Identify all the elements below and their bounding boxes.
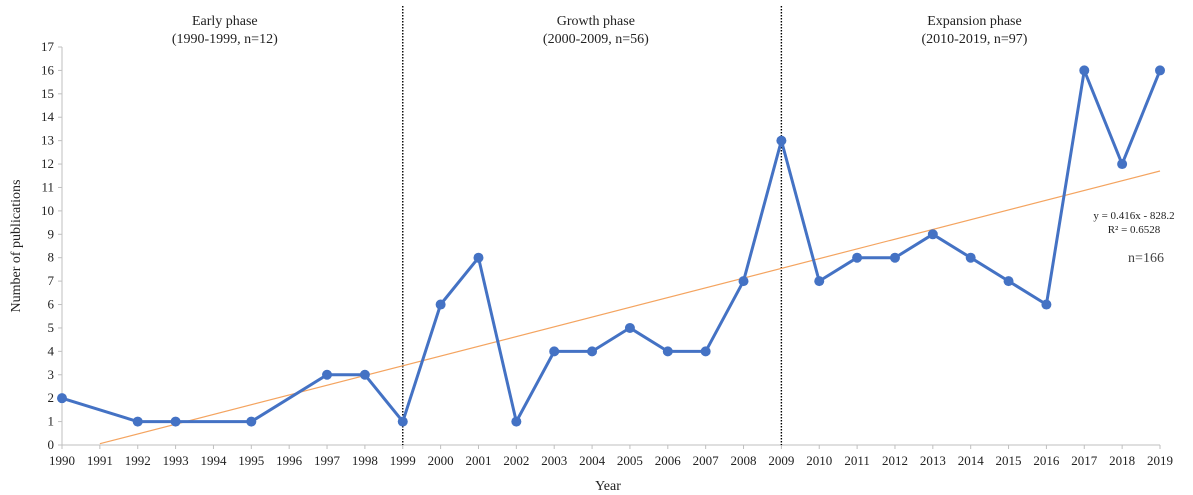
data-point xyxy=(511,416,522,427)
trendline-equation: y = 0.416x - 828.2 xyxy=(1093,210,1174,222)
data-point xyxy=(889,252,900,263)
data-point xyxy=(587,346,598,357)
data-point xyxy=(359,369,370,380)
data-point xyxy=(322,369,333,380)
x-tick-label: 2016 xyxy=(1033,453,1060,468)
x-tick-label: 2017 xyxy=(1071,453,1098,468)
phase-dividers xyxy=(402,6,783,445)
total-count-label: n=166 xyxy=(1128,251,1164,266)
phase-name: Expansion phase xyxy=(927,14,1021,29)
x-tick-label: 2003 xyxy=(541,453,567,468)
series-polyline xyxy=(61,68,1162,424)
data-point xyxy=(1079,65,1090,76)
y-tick-label: 15 xyxy=(41,86,54,101)
phase-range: (1990-1999, n=12) xyxy=(172,32,278,47)
y-tick-label: 12 xyxy=(41,156,54,171)
y-tick-label: 4 xyxy=(48,343,55,358)
phase-range: (2010-2019, n=97) xyxy=(922,32,1028,47)
data-point xyxy=(776,135,787,146)
x-axis-title: Year xyxy=(595,479,621,494)
y-tick-label: 10 xyxy=(41,203,54,218)
y-tick-label: 8 xyxy=(48,250,55,265)
data-point xyxy=(814,276,825,287)
data-point xyxy=(700,346,711,357)
y-tick-label: 6 xyxy=(48,297,55,312)
x-tick-label: 1999 xyxy=(390,453,416,468)
x-tick-label: 1990 xyxy=(49,453,75,468)
x-tick-label: 2011 xyxy=(844,453,870,468)
x-tick-label: 2018 xyxy=(1109,453,1135,468)
data-point xyxy=(624,322,635,333)
y-tick-label: 3 xyxy=(48,367,55,382)
phase-range: (2000-2009, n=56) xyxy=(543,32,649,47)
data-point xyxy=(1117,159,1128,170)
y-tick-label: 13 xyxy=(41,133,54,148)
x-tick-label: 2002 xyxy=(503,453,529,468)
data-point xyxy=(246,416,257,427)
x-tick-label: 2001 xyxy=(465,453,491,468)
x-tick-label: 2013 xyxy=(920,453,946,468)
x-tick-label: 2014 xyxy=(958,453,985,468)
y-tick-label: 11 xyxy=(41,179,54,194)
y-tick-label: 17 xyxy=(41,39,55,54)
y-tick-label: 1 xyxy=(48,414,55,429)
x-tick-label: 2009 xyxy=(768,453,794,468)
x-tick-label: 2015 xyxy=(996,453,1022,468)
data-point xyxy=(662,346,673,357)
y-tick-label: 16 xyxy=(41,62,55,77)
x-axis: 1990 1991 1992 1993 1994 1995 1996 1997 1998 1999… xyxy=(49,444,1173,468)
data-point xyxy=(473,252,484,263)
data-point xyxy=(852,252,863,263)
trendline xyxy=(99,170,1161,445)
y-axis-title: Number of publications xyxy=(9,180,24,313)
x-tick-label: 1995 xyxy=(238,453,264,468)
x-tick-label: 1998 xyxy=(352,453,378,468)
x-tick-label: 1992 xyxy=(125,453,151,468)
x-tick-label: 1993 xyxy=(163,453,189,468)
data-point xyxy=(57,393,67,404)
trendline-r-squared: R² = 0.6528 xyxy=(1108,224,1161,236)
y-tick-label: 5 xyxy=(48,320,55,335)
x-tick-label: 1994 xyxy=(200,453,227,468)
x-tick-label: 2012 xyxy=(882,453,908,468)
data-point xyxy=(549,346,560,357)
series-line xyxy=(61,68,1162,424)
phase-labels: Early phase (1990-1999, n=12) Growth phase… xyxy=(172,14,1028,47)
data-point xyxy=(965,252,976,263)
x-tick-label: 2005 xyxy=(617,453,643,468)
x-tick-label: 1997 xyxy=(314,453,341,468)
x-tick-label: 2019 xyxy=(1147,453,1173,468)
data-point xyxy=(435,299,446,310)
phase-name: Early phase xyxy=(192,14,258,29)
x-tick-label: 2010 xyxy=(806,453,832,468)
y-tick-label: 14 xyxy=(41,109,55,124)
x-tick-label: 2004 xyxy=(579,453,606,468)
trendline-line xyxy=(99,170,1161,445)
x-tick-label: 2000 xyxy=(428,453,454,468)
x-tick-label: 1991 xyxy=(87,453,113,468)
y-tick-label: 7 xyxy=(48,273,55,288)
data-point xyxy=(132,416,143,427)
data-point xyxy=(738,276,749,287)
x-tick-label: 2007 xyxy=(693,453,720,468)
y-tick-label: 2 xyxy=(48,390,55,405)
data-point xyxy=(1155,65,1165,76)
data-point xyxy=(1041,299,1052,310)
y-tick-label: 0 xyxy=(48,437,55,452)
data-point xyxy=(1003,276,1014,287)
data-points xyxy=(57,65,1165,427)
data-point xyxy=(170,416,181,427)
data-point xyxy=(927,229,938,240)
x-tick-label: 1996 xyxy=(276,453,303,468)
x-tick-label: 2006 xyxy=(655,453,682,468)
x-tick-label: 2008 xyxy=(731,453,757,468)
data-point xyxy=(397,416,408,427)
y-tick-label: 9 xyxy=(48,226,55,241)
phase-name: Growth phase xyxy=(557,14,635,29)
